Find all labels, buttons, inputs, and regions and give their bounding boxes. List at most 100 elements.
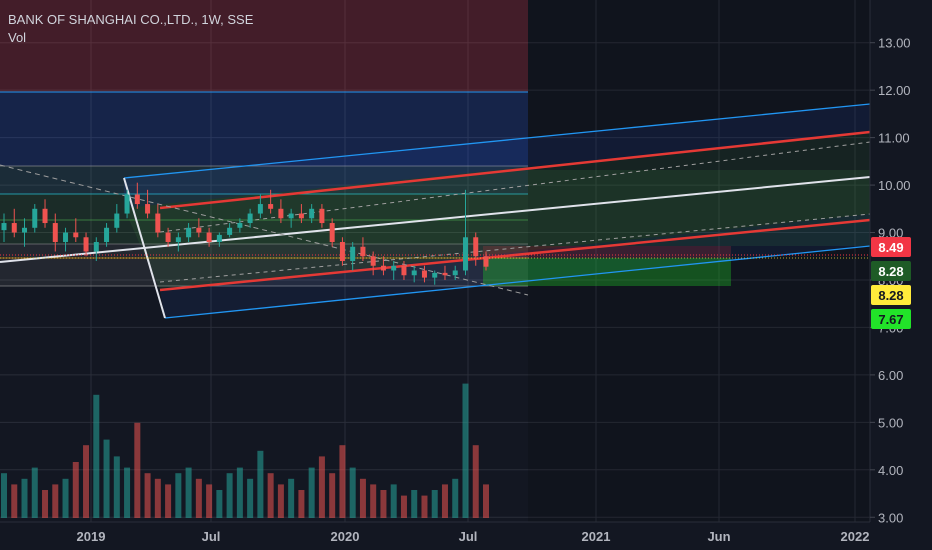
candle-body: [73, 232, 79, 238]
candle-body: [22, 227, 28, 233]
candle-body: [104, 227, 110, 243]
volume-bar: [103, 439, 110, 518]
price-tag: [871, 261, 911, 281]
volume-bar: [216, 490, 223, 518]
price-tag: [871, 309, 911, 329]
candle-body: [339, 242, 345, 261]
candle-body: [186, 227, 192, 238]
candle-body: [42, 208, 48, 224]
channel-line-blue-bottom: [164, 245, 871, 319]
time-axis[interactable]: 2019 Jul 2020 Jul 2021 Jun 2022: [0, 521, 870, 544]
volume-bar: [236, 467, 243, 518]
time-tick-label: 2020: [331, 529, 360, 544]
price-tick-label: 4.00: [878, 463, 903, 478]
price-axis[interactable]: 3.004.005.006.007.008.009.0010.0011.0012…: [869, 0, 911, 525]
volume-bar: [185, 467, 192, 518]
candle-body: [370, 256, 376, 266]
volume-bar: [134, 422, 141, 518]
candle-body: [114, 213, 120, 228]
fib-band-middle: [0, 166, 528, 194]
price-tag-label: 7.67: [878, 312, 903, 327]
price-tags: 8.49 8.28 8.28 7.67: [871, 237, 911, 329]
candle-body: [155, 213, 161, 233]
volume-bar: [165, 484, 172, 518]
volume-bar: [452, 478, 459, 518]
time-tick-label: 2019: [77, 529, 106, 544]
candle-body: [32, 208, 38, 228]
candle-body: [268, 204, 274, 209]
volume-bar: [390, 484, 397, 518]
price-tick-label: 10.00: [878, 178, 911, 193]
price-tag-label: 8.28: [878, 264, 903, 279]
volume-bar: [472, 445, 479, 518]
volume-bar: [175, 473, 182, 518]
volume-bar: [124, 467, 131, 518]
volume-bar: [288, 478, 295, 518]
volume-bar: [298, 490, 305, 518]
candle-body: [319, 208, 325, 224]
volume-bar: [257, 450, 264, 518]
candle-body: [329, 223, 335, 243]
time-tick-label: 2022: [841, 529, 870, 544]
drawing-overlays: [0, 0, 871, 319]
volume-bar: [83, 445, 90, 518]
candle-body: [380, 265, 386, 271]
grid: [0, 0, 870, 522]
candle-body: [124, 194, 130, 214]
fib-band-top: [0, 0, 528, 92]
candle-body: [216, 234, 222, 243]
price-tick-label: 11.00: [878, 131, 910, 146]
candle-body: [206, 232, 212, 243]
channel-fill-center: [124, 132, 870, 290]
volume-bar: [52, 484, 59, 518]
volume-indicator-label[interactable]: Vol: [8, 30, 27, 45]
time-tick-label: Jul: [202, 529, 221, 544]
price-tag: [871, 237, 911, 257]
candle-body: [473, 237, 479, 257]
volume-bar: [206, 484, 213, 518]
price-tick-label: 5.00: [878, 415, 903, 430]
candle-body: [145, 204, 151, 214]
volume-bar: [400, 495, 407, 518]
candle-body: [483, 256, 489, 267]
candle-body: [462, 237, 468, 271]
volume-bar: [93, 394, 100, 518]
volume-bar: [308, 467, 315, 518]
time-tick-label: Jun: [707, 529, 730, 544]
volume-bar: [339, 445, 346, 518]
symbol-title[interactable]: BANK OF SHANGHAI CO.,LTD., 1W, SSE: [8, 12, 254, 27]
candle-body: [391, 265, 397, 271]
price-tick-label: 9.00: [878, 226, 903, 241]
volume-bars: [1, 383, 489, 518]
candle-body: [452, 270, 458, 276]
candle-body: [350, 246, 356, 261]
volume-bar: [411, 490, 418, 518]
volume-bar: [11, 484, 18, 518]
time-tick-label: Jul: [459, 529, 478, 544]
price-tick-label: 6.00: [878, 368, 903, 383]
fib-band-upper: [0, 92, 528, 166]
channel-line-red-top: [159, 130, 871, 210]
volume-bar: [195, 478, 202, 518]
price-tick-label: 12.00: [878, 83, 911, 98]
legend: BANK OF SHANGHAI CO.,LTD., 1W, SSE Vol: [8, 11, 253, 47]
volume-bar: [318, 456, 325, 518]
candle-body: [298, 213, 304, 219]
volume-bar: [359, 478, 366, 518]
candle-body: [421, 270, 427, 278]
candle-body: [1, 223, 7, 231]
volume-bar: [1, 473, 7, 518]
volume-bar: [462, 383, 469, 518]
candle-body: [93, 242, 99, 252]
volume-bar: [277, 484, 284, 518]
volume-bar: [267, 473, 274, 518]
candlesticks: [1, 182, 489, 285]
channel-fill-lower: [160, 214, 870, 318]
volume-bar: [42, 490, 49, 518]
candle-body: [401, 265, 407, 276]
volume-bar: [421, 495, 428, 518]
candle-body: [227, 227, 233, 235]
candle-body: [247, 213, 253, 224]
candle-body: [83, 237, 89, 252]
